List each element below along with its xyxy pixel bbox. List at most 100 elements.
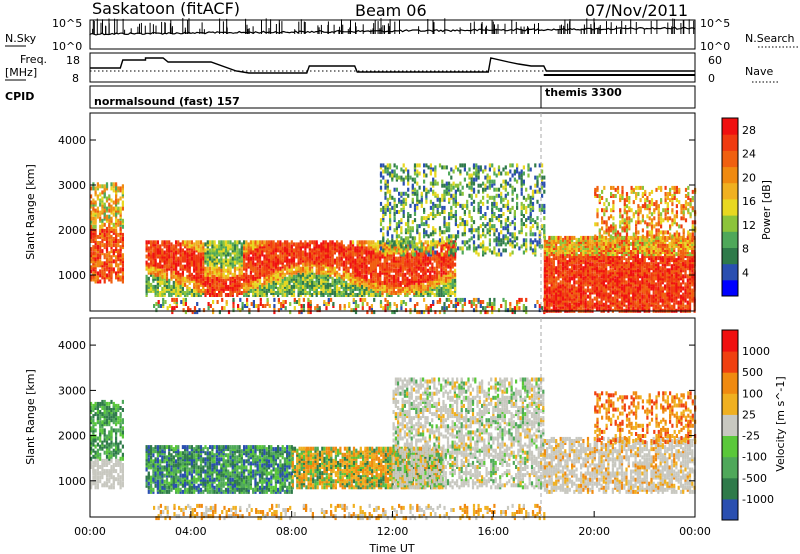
heatmap-cell [484,310,487,315]
heatmap-cell [90,230,93,235]
heatmap-cell [536,240,539,245]
heatmap-cell [379,207,383,212]
heatmap-cell [186,242,189,247]
heatmap-cell [367,278,370,283]
heatmap-cell [382,236,385,241]
heatmap-cell [277,254,280,259]
heatmap-cell [279,250,282,255]
heatmap-cell [121,243,124,248]
heatmap-cell [497,248,501,253]
heatmap-cell [416,205,419,210]
heatmap-cell [502,179,505,184]
freq-tick-top: 18 [66,54,80,67]
heatmap-cell [367,260,370,265]
heatmap-cell [434,244,437,249]
heatmap-cell [529,226,532,231]
heatmap-cell [435,260,439,265]
heatmap-cell [470,304,473,308]
heatmap-cell [538,187,541,192]
heatmap-cell [372,280,375,285]
heatmap-cell [358,272,361,277]
heatmap-cell [209,293,212,297]
heatmap-cell [168,291,171,295]
heatmap-cell [356,256,359,261]
heatmap-cell [379,201,383,206]
heatmap-cell [426,268,429,273]
heatmap-cell [252,242,255,247]
heatmap-cell [557,268,560,273]
heatmap-cell [506,224,510,229]
heatmap-cell [559,246,562,250]
heatmap-cell [385,242,389,247]
heatmap-cell [206,272,209,277]
heatmap-cell [161,248,164,253]
heatmap-cell [525,187,528,192]
heatmap-cell [101,184,104,189]
heatmap-cell [94,245,97,250]
heatmap-cell [482,195,485,200]
heatmap-cell [497,165,501,170]
heatmap-cell [450,167,453,172]
heatmap-cell [468,228,471,233]
heatmap-cell [367,240,370,245]
heatmap-cell [188,240,191,245]
heatmap-cell [402,238,405,243]
heatmap-cell [190,256,193,261]
heatmap-cell [94,190,97,195]
heatmap-cell [207,302,210,306]
heatmap-cell [277,256,280,261]
heatmap-cell [452,185,455,190]
heatmap-cell [349,240,352,245]
heatmap-cell [322,280,325,285]
heatmap-cell [442,266,445,271]
heatmap-cell [327,266,330,271]
heatmap-cell [232,304,235,308]
heatmap-cell [440,244,443,249]
freq-unit-label: [MHz] [5,66,37,79]
heatmap-cell [99,218,102,223]
heatmap-cell [240,256,243,261]
heatmap-cell [513,216,516,221]
heatmap-cell [363,291,366,295]
heatmap-cell [468,181,471,186]
heatmap-cell [543,284,546,289]
heatmap-cell [443,220,446,225]
heatmap-cell [407,228,410,233]
heatmap-cell [293,306,296,311]
heatmap-cell [552,246,555,250]
heatmap-cell [170,268,173,273]
heatmap-cell [472,177,476,182]
heatmap-cell [297,286,300,291]
heatmap-cell [351,256,355,261]
heatmap-cell [290,240,293,245]
heatmap-cell [479,224,482,229]
heatmap-cell [436,203,439,208]
heatmap-cell [221,297,224,302]
heatmap-cell [441,165,444,170]
heatmap-cell [338,262,341,267]
heatmap-cell [555,302,558,307]
heatmap-cell [354,246,357,251]
heatmap-cell [222,258,225,263]
heatmap-cell [322,256,325,261]
heatmap-cell [429,266,432,271]
heatmap-cell [506,236,510,241]
heatmap-cell [99,212,102,217]
heatmap-cell [500,191,503,196]
heatmap-cell [413,252,417,257]
heatmap-cell [90,200,93,205]
heatmap-cell [187,306,190,311]
heatmap-cell [564,252,567,257]
heatmap-cell [231,250,234,255]
heatmap-cell [327,300,330,304]
heatmap-cell [559,270,562,275]
heatmap-cell [94,259,97,264]
heatmap-cell [288,248,291,253]
heatmap-cell [168,284,171,289]
heatmap-cell [513,222,516,227]
heatmap-cell [447,272,450,277]
heatmap-cell [177,242,180,247]
heatmap-cell [555,284,558,289]
heatmap-cell [345,274,348,279]
heatmap-cell [417,272,420,277]
